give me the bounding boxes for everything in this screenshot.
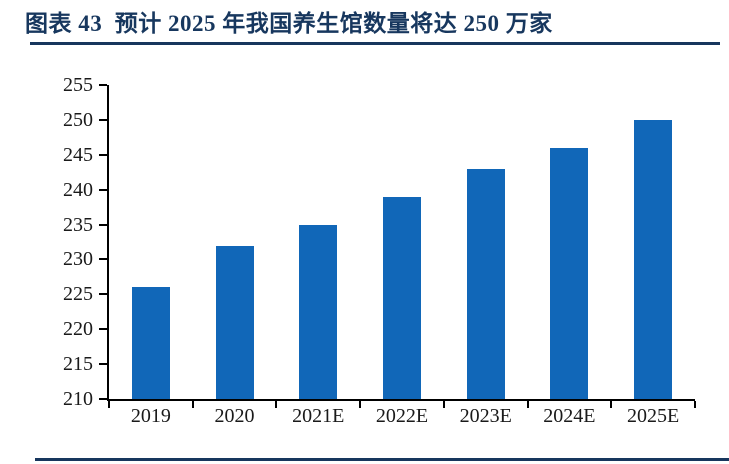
y-axis-tick-label: 220 — [63, 318, 93, 341]
y-axis-tick — [99, 363, 107, 366]
y-axis-tick — [99, 118, 107, 121]
x-axis-tick — [275, 401, 278, 408]
x-axis-tick — [442, 401, 445, 408]
bar-2023E — [466, 168, 505, 399]
x-axis-label: 2021E — [292, 405, 345, 427]
y-axis-tick-label: 245 — [63, 143, 93, 166]
bar-2020 — [215, 245, 254, 399]
y-axis-tick-label: 230 — [63, 248, 93, 271]
x-axis-tick — [108, 401, 110, 408]
y-axis-tick — [99, 398, 107, 400]
y-axis-tick-label: 240 — [63, 178, 93, 201]
y-axis-tick — [99, 293, 107, 296]
y-axis-tick — [99, 328, 107, 331]
bar-2022E — [383, 196, 421, 399]
x-axis-label: 2022E — [375, 405, 429, 427]
x-axis-tick — [610, 401, 613, 408]
x-axis-tick — [526, 401, 529, 408]
y-axis-tick-label: 255 — [63, 74, 93, 96]
y-axis-tick — [99, 223, 107, 226]
y-axis-tick-label: 235 — [63, 213, 93, 236]
y-axis-tick-label: 225 — [63, 283, 93, 306]
bar-chart-plot-area: 210 215 220 225 230 235 240 245 250 255 2019 2020 20… — [63, 75, 696, 427]
bar-2019 — [131, 287, 170, 399]
bar-2024E — [550, 147, 589, 399]
y-axis-tick-label: 250 — [63, 108, 93, 131]
y-axis-tick — [99, 153, 107, 156]
x-axis-tick — [359, 401, 362, 408]
figure-bottom-rule — [35, 458, 729, 461]
bar-2021E — [299, 224, 338, 399]
x-axis-tick — [191, 401, 194, 408]
x-axis-label: 2023E — [459, 405, 512, 427]
y-axis-tick — [99, 84, 107, 86]
title-underline-rule — [30, 42, 720, 45]
bar-2025E — [634, 119, 673, 399]
x-axis-tick — [694, 401, 696, 408]
x-axis-label: 2020 — [214, 405, 255, 427]
x-axis-label: 2019 — [130, 405, 171, 427]
x-axis-label: 2025E — [627, 405, 680, 427]
y-axis-tick-label: 210 — [63, 388, 93, 410]
x-axis-label: 2024E — [543, 405, 596, 427]
y-axis-tick-label: 215 — [63, 353, 93, 376]
y-axis-tick — [99, 188, 107, 191]
y-axis-tick — [99, 258, 107, 261]
figure-title: 图表 43 预计 2025 年我国养生馆数量将达 250 万家 — [25, 11, 553, 36]
